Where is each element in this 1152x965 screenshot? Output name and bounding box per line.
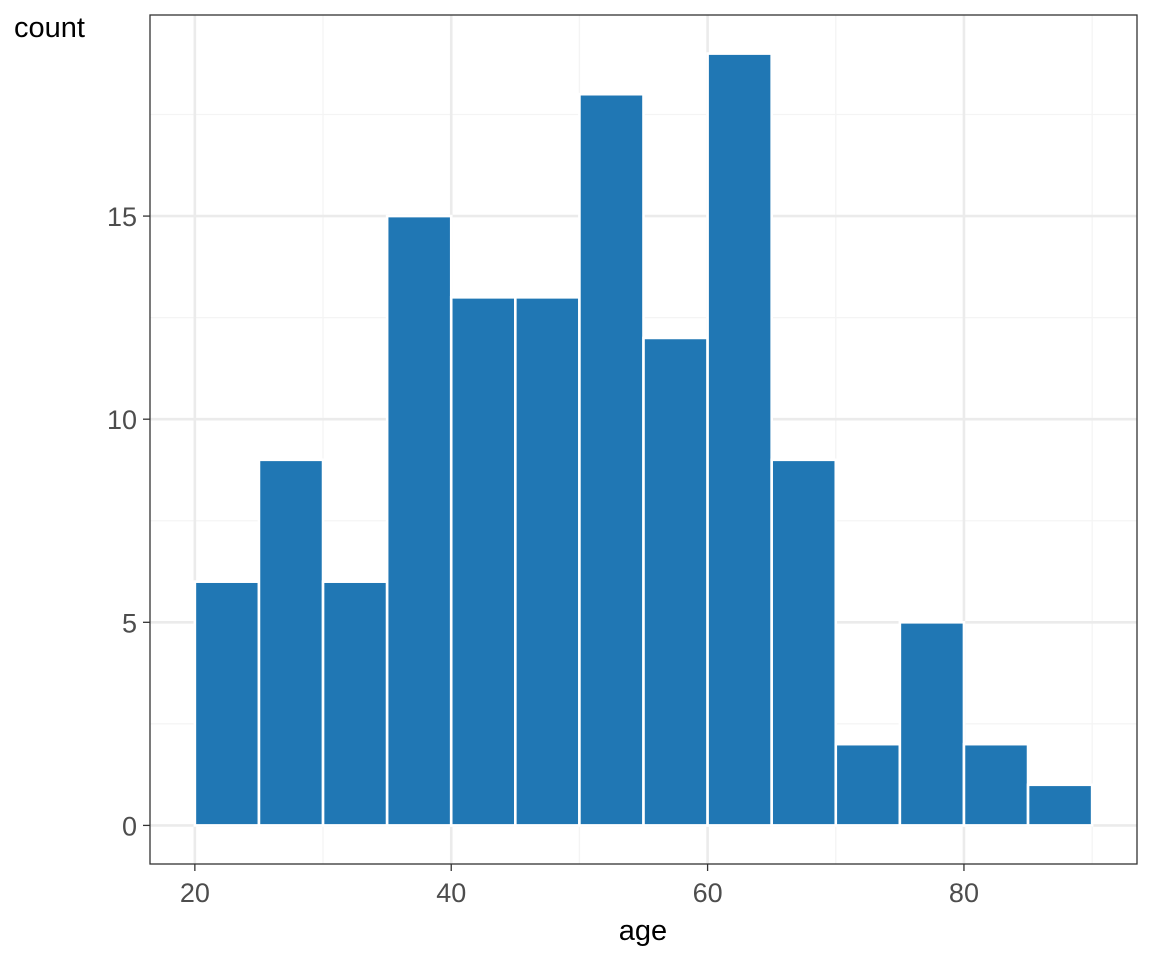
histogram-bar [514, 296, 581, 827]
histogram-bar [770, 458, 838, 827]
histogram-bar [385, 214, 453, 827]
histogram-bar [193, 580, 261, 827]
y-tick-label: 5 [122, 608, 137, 638]
histogram-bar [834, 742, 902, 827]
panel-border [149, 14, 1138, 865]
y-axis-title: count [14, 12, 85, 44]
histogram-bar [706, 52, 773, 827]
y-tick-label: 10 [107, 405, 137, 435]
x-tick-label: 80 [949, 878, 979, 908]
histogram-bar [898, 620, 966, 827]
y-axis-ticks: 0 5 10 15 [107, 202, 150, 841]
histogram-bar [962, 742, 1030, 827]
histogram-bar [449, 296, 517, 827]
y-tick-label: 0 [122, 811, 137, 841]
x-axis-ticks: 20 40 60 80 [180, 864, 979, 908]
x-axis-title: age [619, 915, 667, 947]
histogram-bar [321, 580, 389, 827]
x-tick-label: 60 [693, 878, 723, 908]
bars-layer [193, 52, 1094, 827]
histogram-bar [578, 92, 645, 827]
x-tick-label: 40 [436, 878, 466, 908]
histogram-bar [642, 336, 709, 827]
y-tick-label: 15 [107, 202, 137, 232]
histogram-bar [257, 458, 325, 827]
x-tick-label: 20 [180, 878, 210, 908]
histogram-bar [1026, 783, 1094, 827]
